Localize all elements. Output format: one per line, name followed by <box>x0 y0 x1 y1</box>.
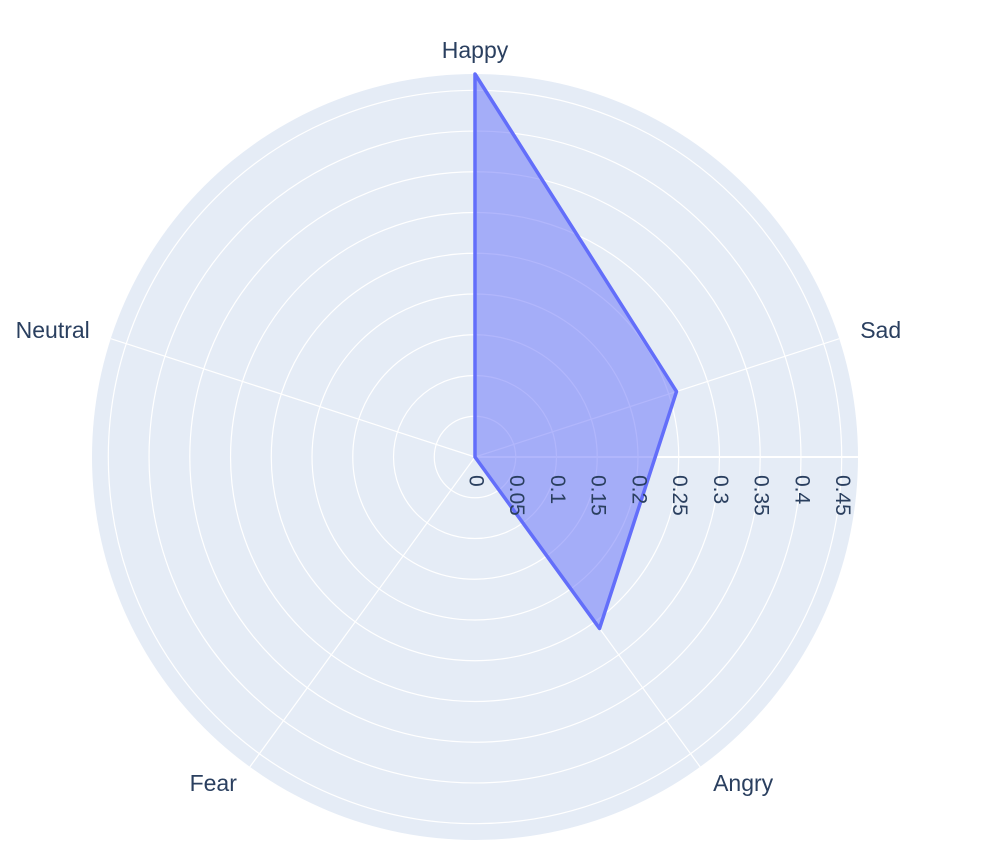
radial-tick-label: 0.4 <box>790 475 813 505</box>
radial-tick-label: 0.2 <box>627 475 650 504</box>
radial-tick-label: 0.05 <box>505 475 528 516</box>
series-area <box>473 72 679 631</box>
category-labels: Happy Sad Angry Fear Neutral <box>16 37 901 796</box>
radial-tick-label: 0.1 <box>546 475 569 504</box>
grid-spoke <box>110 338 476 458</box>
grid-spoke <box>249 456 476 768</box>
category-label-happy: Happy <box>442 37 509 63</box>
radial-tick-label: 0.15 <box>587 475 610 516</box>
radial-tick-label: 0.35 <box>750 475 773 516</box>
radial-tick-label: 0.3 <box>709 475 732 504</box>
category-label-angry: Angry <box>713 770 774 796</box>
radial-tick-labels: 0 0.05 0.1 0.15 0.2 0.25 0.3 0.35 0.4 0.45 <box>464 475 854 516</box>
radial-tick-label: 0.45 <box>831 475 854 516</box>
radial-tick-label: 0.25 <box>668 475 691 516</box>
category-label-neutral: Neutral <box>16 317 90 343</box>
category-label-fear: Fear <box>190 770 238 796</box>
radial-tick-label: 0 <box>464 475 487 487</box>
category-label-sad: Sad <box>860 317 901 343</box>
